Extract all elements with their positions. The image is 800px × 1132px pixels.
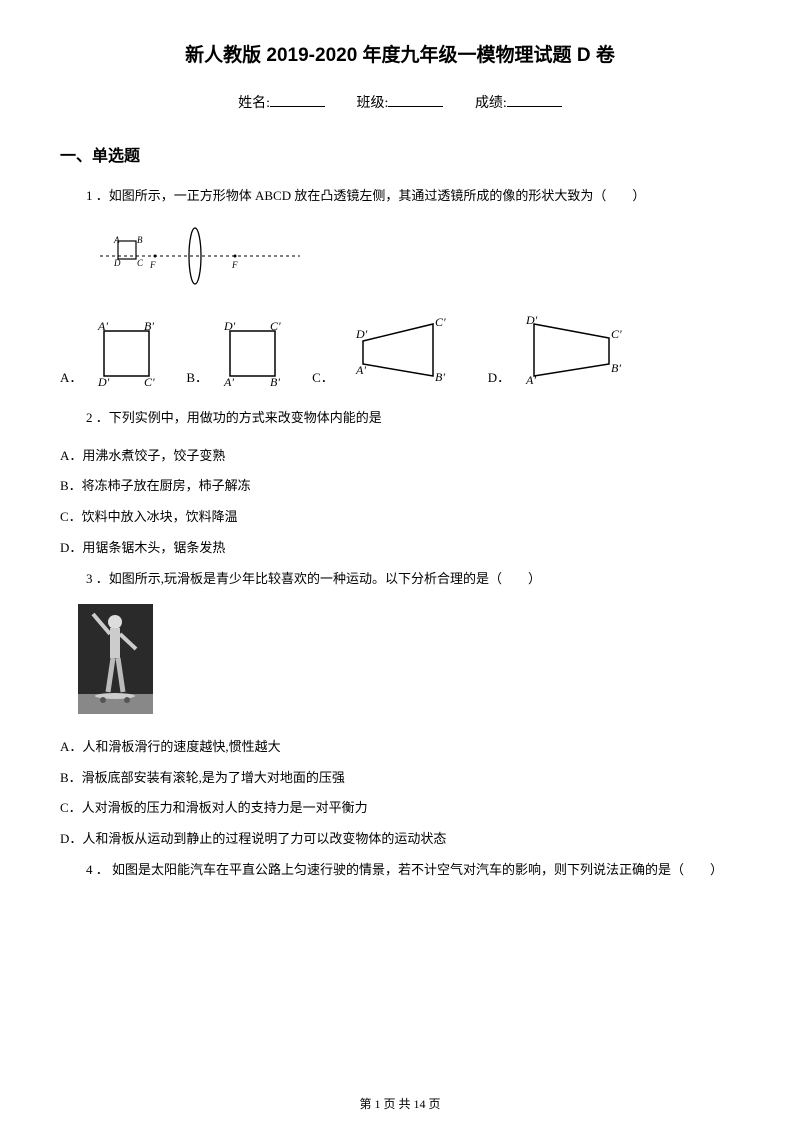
svg-text:C': C' [144, 375, 155, 386]
q2-option-c: C．饮料中放入冰块，饮料降温 [60, 505, 740, 530]
svg-text:F: F [231, 260, 238, 270]
q1-choice-d: D． D' C' B' A' [488, 316, 644, 386]
svg-text:B': B' [611, 361, 621, 375]
class-blank[interactable] [388, 92, 443, 107]
question-1-text: 1 ．如图所示，一正方形物体 ABCD 放在凸透镜左侧，其通过透镜所成的像的形状… [60, 184, 740, 207]
student-info-line: 姓名: 班级: 成绩: [60, 92, 740, 112]
section-1-header: 一、单选题 [60, 142, 740, 166]
svg-text:C': C' [270, 319, 281, 333]
svg-text:B': B' [144, 319, 154, 333]
q1-opt-c-label: C． [312, 367, 334, 386]
q3-option-a: A．人和滑板滑行的速度越快,惯性越大 [60, 735, 740, 760]
svg-text:D': D' [525, 316, 538, 327]
q3-option-d: D．人和滑板从运动到静止的过程说明了力可以改变物体的运动状态 [60, 827, 740, 852]
svg-text:C: C [137, 258, 144, 268]
exam-title: 新人教版 2019-2020 年度九年级一模物理试题 D 卷 [60, 40, 740, 67]
svg-text:A': A' [355, 363, 366, 377]
q2-option-b: B．将冻柿子放在厨房，柿子解冻 [60, 474, 740, 499]
svg-text:D': D' [97, 375, 110, 386]
name-label: 姓名: [238, 96, 270, 111]
question-3-text: 3 ．如图所示,玩滑板是青少年比较喜欢的一种运动。以下分析合理的是（ ） [60, 567, 740, 590]
question-2-text: 2 ．下列实例中，用做功的方式来改变物体内能的是 [60, 406, 740, 429]
svg-text:A': A' [97, 319, 108, 333]
svg-text:B': B' [435, 370, 445, 384]
svg-text:B': B' [270, 375, 280, 386]
q1-choice-c: C． D' C' B' A' [312, 316, 468, 386]
score-label: 成绩: [475, 96, 507, 111]
svg-text:C': C' [611, 327, 622, 341]
svg-text:D': D' [223, 319, 236, 333]
q3-option-b: B．滑板底部安装有滚轮,是为了增大对地面的压强 [60, 766, 740, 791]
q1-opt-d-label: D． [488, 367, 510, 386]
score-blank[interactable] [507, 92, 562, 107]
svg-text:A: A [113, 235, 120, 245]
q1-opt-b-label: B． [186, 367, 208, 386]
svg-text:A': A' [525, 373, 536, 386]
svg-text:C': C' [435, 316, 446, 329]
svg-text:B: B [137, 235, 143, 245]
q1-choices: A． A' B' C' D' B． D' C' B' A' C． [60, 316, 740, 386]
svg-text:D': D' [355, 327, 368, 341]
question-4-text: 4 ． 如图是太阳能汽车在平直公路上匀速行驶的情景，若不计空气对汽车的影响，则下… [60, 858, 740, 881]
q2-option-a: A．用沸水煮饺子，饺子变熟 [60, 444, 740, 469]
class-label: 班级: [357, 96, 389, 111]
q1-lens-diagram: A B C D F F [100, 221, 740, 296]
q1-choice-b: B． D' C' B' A' [186, 316, 292, 386]
page-footer: 第 1 页 共 14 页 [0, 1095, 800, 1112]
name-blank[interactable] [270, 92, 325, 107]
svg-text:D: D [113, 258, 121, 268]
q3-option-c: C．人对滑板的压力和滑板对人的支持力是一对平衡力 [60, 796, 740, 821]
q2-option-d: D．用锯条锯木头，锯条发热 [60, 536, 740, 561]
svg-text:A': A' [223, 375, 234, 386]
svg-text:F: F [149, 260, 156, 270]
q1-choice-a: A． A' B' C' D' [60, 316, 166, 386]
q1-opt-a-label: A． [60, 367, 82, 386]
q3-skateboard-image [78, 604, 740, 719]
